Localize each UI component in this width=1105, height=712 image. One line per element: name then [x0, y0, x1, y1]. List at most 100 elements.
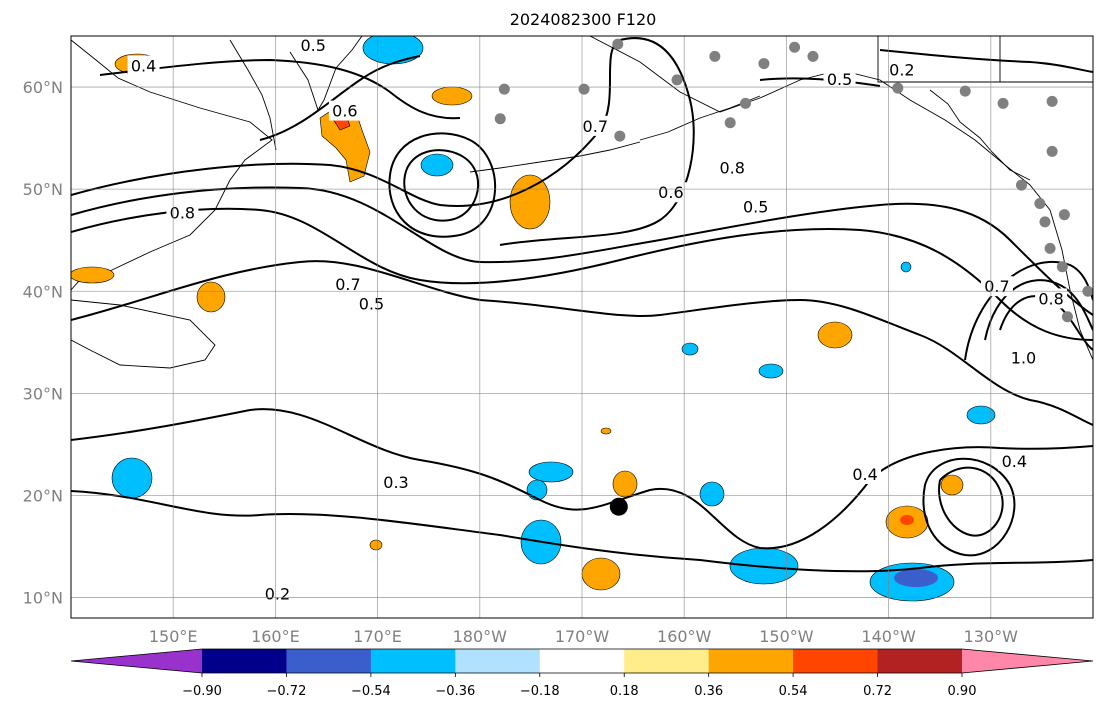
figure-title: 2024082300 F120: [510, 10, 657, 29]
contour-label: 0.4: [131, 57, 156, 76]
colorbar-tick-label: −0.18: [520, 684, 560, 699]
contour-line: [71, 186, 1093, 316]
colorbar-bin: [877, 649, 963, 673]
station-dot: [1061, 311, 1073, 323]
contour-label: 0.8: [170, 204, 195, 223]
patch-positive: [817, 321, 853, 349]
lon-tick-label: 150°E: [149, 627, 198, 646]
contour-label-bg: [849, 464, 882, 485]
lon-tick-label: 180°W: [453, 627, 508, 646]
colorbar-bin: [455, 649, 541, 673]
patch-negative: [362, 36, 424, 65]
contour-label: 0.4: [1002, 452, 1027, 471]
contour-line: [759, 77, 881, 87]
station-dot: [892, 82, 904, 94]
contour-line: [984, 279, 1093, 341]
colorbar-tick-label: −0.90: [182, 684, 222, 699]
station-dot: [709, 50, 721, 62]
station-dot: [1034, 197, 1046, 209]
contour-label-bg: [297, 36, 330, 56]
colorbar-extend-high: [962, 649, 1093, 673]
station-dot: [789, 41, 801, 53]
contour-label-bg: [331, 274, 364, 295]
station-dots: [494, 38, 1093, 323]
marker-dot: [609, 497, 628, 516]
colorbar-tick-label: 0.90: [948, 684, 977, 699]
contour-line: [388, 132, 497, 238]
patch-positive: [600, 427, 612, 435]
contour-label-bg: [716, 157, 749, 178]
station-dot: [740, 97, 752, 109]
patch-negative: [966, 405, 996, 425]
contour-line: [964, 260, 1093, 361]
contour-label: 0.5: [300, 36, 325, 55]
station-dot: [1039, 216, 1051, 228]
contour-label: 0.5: [743, 198, 768, 217]
station-dot: [1015, 179, 1027, 191]
latitude-labels: 60°N 50°N 40°N 30°N 20°N 10°N: [23, 78, 63, 608]
patch-negative: [526, 479, 548, 501]
station-dot: [498, 83, 510, 95]
lon-tick-label: 160°W: [657, 627, 712, 646]
contour-label: 0.8: [1038, 289, 1063, 308]
contour-label: 0.5: [359, 295, 384, 314]
contour-label: 0.7: [583, 117, 608, 136]
station-dot: [724, 117, 736, 129]
colorbar-bin: [793, 649, 879, 673]
contour-label: 0.6: [332, 102, 357, 121]
colorbar-tick-label: 0.54: [779, 684, 808, 699]
patch-negative: [758, 363, 784, 379]
map-frame: [70, 35, 1094, 619]
station-dot: [959, 85, 971, 97]
contour-label: 0.3: [383, 473, 408, 492]
patch-negative: [900, 261, 912, 273]
station-dot: [612, 38, 624, 50]
colorbar-bin: [370, 649, 456, 673]
lat-tick-label: 40°N: [23, 282, 63, 301]
colorbar-tick-label: 0.36: [694, 684, 723, 699]
lat-tick-label: 10°N: [23, 589, 63, 608]
patch-positive: [940, 474, 964, 496]
colorbar-tick-label: 0.72: [863, 684, 892, 699]
contour-label-bg: [885, 59, 918, 80]
contour-label-bg: [355, 293, 388, 314]
lat-tick-label: 50°N: [23, 180, 63, 199]
lon-tick-label: 150°W: [759, 627, 814, 646]
contour-line: [71, 37, 695, 246]
contour-label-bg: [739, 196, 772, 217]
contour-line: [879, 49, 1093, 73]
contour-label: 0.4: [852, 465, 877, 484]
contour-label: 0.2: [265, 585, 290, 604]
station-dot: [1058, 209, 1070, 221]
station-dot: [997, 97, 1009, 109]
contour-labels: 0.20.30.40.40.50.70.80.60.40.50.60.50.80…: [127, 36, 1068, 604]
grid-lines: [71, 36, 1093, 618]
patch-negative: [699, 481, 725, 507]
contour-line: [922, 457, 1016, 557]
lon-tick-label: 170°E: [353, 627, 402, 646]
colorbar-tick-label: −0.36: [435, 684, 475, 699]
patch-positive: [612, 470, 638, 498]
patch-negative: [894, 569, 938, 587]
patch-negative: [420, 153, 454, 177]
lon-tick-label: 140°W: [861, 627, 916, 646]
contour-label: 0.5: [827, 70, 852, 89]
patch-positive: [369, 539, 383, 551]
patch-negative: [681, 342, 699, 356]
colorbar: −0.90 −0.72 −0.54 −0.36 −0.18 0.18 0.36 0.54 0.7…: [70, 648, 1094, 699]
contour-line: [259, 55, 421, 141]
patch-positive: [581, 557, 621, 591]
contour-label-bg: [166, 202, 199, 223]
contour-label-bg: [328, 100, 361, 121]
colorbar-tick-label: 0.18: [610, 684, 639, 699]
contour-label-bg: [1035, 288, 1068, 309]
contour-label-bg: [1007, 347, 1040, 368]
station-dot: [614, 130, 626, 142]
colorbar-bin: [286, 649, 372, 673]
colorbar-tick-label: −0.54: [351, 684, 391, 699]
station-dot: [671, 74, 683, 86]
lat-tick-label: 20°N: [23, 486, 63, 505]
colorbar-extend-low: [71, 649, 202, 673]
patch-positive: [509, 174, 551, 230]
